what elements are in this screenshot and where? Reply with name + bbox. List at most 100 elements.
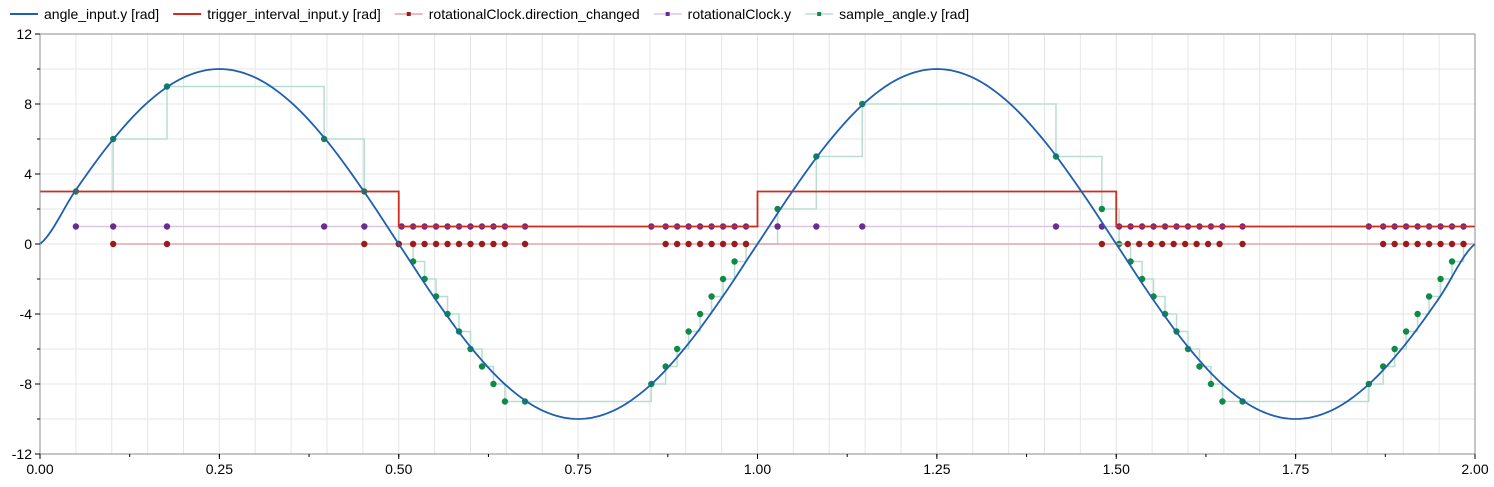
- legend-swatch-marker: [665, 12, 670, 16]
- data-point: [1448, 258, 1456, 265]
- data-point: [1098, 205, 1106, 213]
- data-point: [455, 240, 463, 248]
- data-point: [444, 240, 451, 248]
- legend-label: rotationalClock.y: [688, 6, 792, 22]
- data-point: [774, 223, 781, 230]
- data-point: [696, 240, 704, 248]
- legend-label: rotationalClock.direction_changed: [429, 6, 640, 22]
- data-point: [421, 240, 428, 248]
- data-point: [1425, 293, 1433, 300]
- x-tick-label: 0.75: [565, 461, 592, 477]
- data-point: [859, 223, 866, 230]
- y-tick-label: -4: [20, 306, 33, 322]
- data-point: [1391, 240, 1398, 248]
- data-point: [719, 240, 727, 248]
- data-point: [742, 240, 750, 248]
- data-point: [1204, 240, 1212, 248]
- y-tick-label: 8: [24, 96, 32, 112]
- y-tick-label: -8: [20, 376, 33, 392]
- y-tick-label: -12: [12, 446, 32, 462]
- data-point: [109, 240, 117, 248]
- data-point: [1052, 223, 1060, 230]
- y-tick-label: 0: [24, 236, 32, 252]
- legend: angle_input.y [rad] trigger_interval_inpu…: [10, 6, 969, 22]
- data-point: [1184, 345, 1192, 353]
- data-point: [696, 310, 704, 318]
- data-point: [1207, 380, 1215, 388]
- data-point: [708, 293, 715, 300]
- data-point: [490, 240, 497, 248]
- x-tick-label: 1.75: [1282, 461, 1309, 477]
- data-point: [1414, 240, 1421, 248]
- data-point: [1391, 345, 1398, 353]
- data-point: [662, 240, 669, 248]
- data-point: [478, 240, 486, 248]
- data-point: [1196, 363, 1203, 370]
- data-point: [1425, 240, 1433, 248]
- data-point: [320, 223, 328, 230]
- series-line-trigger-interval: [40, 190, 1475, 228]
- data-point: [1216, 240, 1223, 248]
- data-point: [1414, 310, 1421, 318]
- legend-label: trigger_interval_input.y [rad]: [207, 6, 381, 22]
- data-point: [1124, 240, 1131, 248]
- y-tick-label: 4: [24, 166, 32, 182]
- data-point: [1147, 240, 1154, 248]
- data-point: [1219, 398, 1226, 405]
- data-point: [813, 223, 820, 230]
- data-point: [719, 275, 727, 283]
- data-point: [478, 363, 486, 370]
- data-point: [1098, 240, 1106, 248]
- data-point: [673, 240, 681, 248]
- legend-item: sample_angle.y [rad]: [805, 6, 969, 22]
- series-2: [109, 240, 1475, 248]
- data-point: [109, 223, 117, 230]
- legend-swatch-marker: [817, 12, 822, 16]
- legend-label: sample_angle.y [rad]: [839, 6, 969, 22]
- series-0: [39, 68, 1476, 420]
- data-point: [1170, 240, 1177, 248]
- data-point: [1402, 240, 1410, 248]
- data-point: [361, 223, 368, 230]
- legend-item: trigger_interval_input.y [rad]: [173, 6, 381, 22]
- y-tick-label: 12: [16, 26, 32, 42]
- x-tick-label: 0.50: [385, 461, 412, 477]
- data-point: [409, 240, 417, 248]
- data-point: [1448, 240, 1456, 248]
- legend-item: rotationalClock.direction_changed: [394, 6, 640, 22]
- data-point: [1437, 275, 1444, 283]
- data-point: [432, 240, 440, 248]
- data-point: [685, 240, 692, 248]
- data-point: [501, 240, 509, 248]
- legend-item: rotationalClock.y: [653, 6, 792, 22]
- data-point: [1193, 240, 1200, 248]
- data-point: [1181, 240, 1189, 248]
- data-point: [685, 328, 692, 335]
- data-point: [731, 240, 738, 248]
- data-point: [467, 345, 474, 353]
- data-point: [467, 240, 474, 248]
- data-point: [490, 380, 497, 388]
- legend-item: angle_input.y [rad]: [10, 6, 159, 22]
- data-point: [361, 240, 368, 248]
- data-point: [163, 223, 171, 230]
- x-tick-label: 1.50: [1103, 461, 1130, 477]
- x-tick-label: 1.25: [923, 461, 950, 477]
- data-point: [163, 240, 171, 248]
- data-point: [731, 258, 738, 265]
- data-point: [673, 345, 681, 353]
- data-point: [1158, 240, 1166, 248]
- data-point: [501, 398, 509, 405]
- data-point: [708, 240, 715, 248]
- series-layer: [39, 68, 1476, 420]
- x-tick-label: 0.00: [26, 461, 53, 477]
- data-point: [1379, 240, 1387, 248]
- axes: 0.00 0.25 0.50 0.75 1.00 1.25 1.50 1.75 2.00 12 8 4…: [12, 26, 1489, 477]
- x-tick-label: 2.00: [1461, 461, 1488, 477]
- data-point: [1136, 240, 1143, 248]
- legend-label: angle_input.y [rad]: [44, 6, 159, 22]
- x-tick-label: 0.25: [206, 461, 233, 477]
- data-point: [1402, 328, 1410, 335]
- data-point: [1460, 240, 1467, 248]
